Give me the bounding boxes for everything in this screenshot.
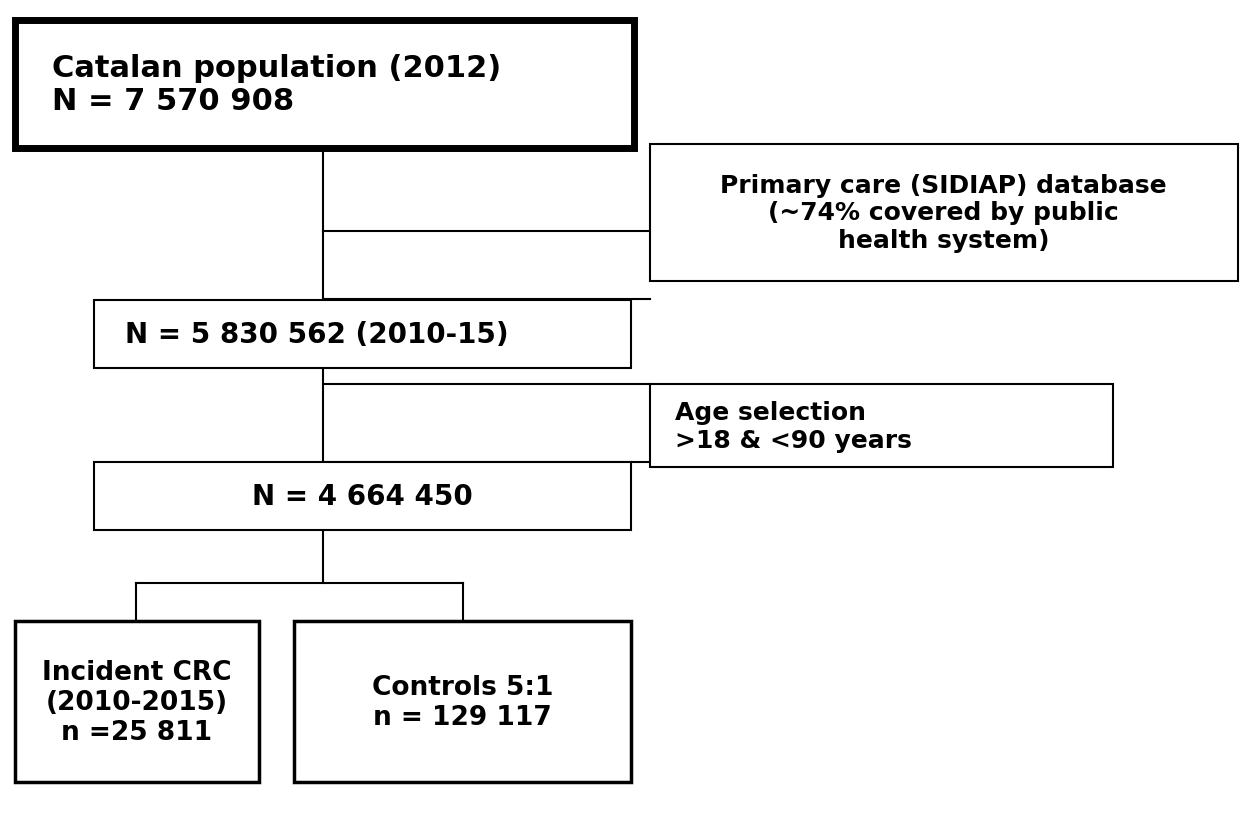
Text: Age selection
>18 & <90 years: Age selection >18 & <90 years (675, 401, 912, 452)
Text: Catalan population (2012)
N = 7 570 908: Catalan population (2012) N = 7 570 908 (52, 54, 501, 116)
Text: N = 4 664 450: N = 4 664 450 (253, 482, 472, 510)
FancyBboxPatch shape (294, 621, 631, 782)
Text: N = 5 830 562 (2010-15): N = 5 830 562 (2010-15) (125, 320, 509, 349)
FancyBboxPatch shape (94, 301, 631, 368)
Text: Incident CRC
(2010-2015)
n =25 811: Incident CRC (2010-2015) n =25 811 (42, 659, 231, 744)
FancyBboxPatch shape (15, 621, 259, 782)
FancyBboxPatch shape (650, 145, 1238, 282)
Text: Controls 5:1
n = 129 117: Controls 5:1 n = 129 117 (371, 674, 554, 729)
FancyBboxPatch shape (94, 462, 631, 530)
Text: Primary care (SIDIAP) database
(~74% covered by public
health system): Primary care (SIDIAP) database (~74% cov… (720, 173, 1168, 253)
FancyBboxPatch shape (650, 385, 1112, 468)
FancyBboxPatch shape (15, 21, 634, 149)
